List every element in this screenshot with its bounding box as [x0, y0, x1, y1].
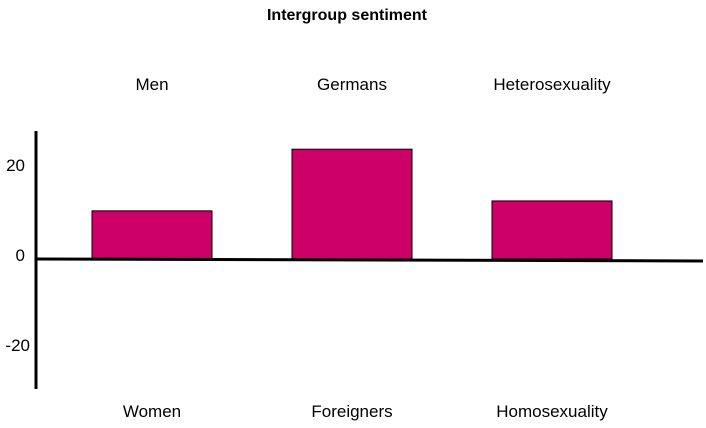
bar-0	[91, 210, 213, 260]
y-tick-label: 0	[16, 246, 25, 265]
bar-2	[491, 200, 613, 260]
top-category-labels: Men Germans Heterosexuality	[135, 75, 611, 94]
zero-baseline	[35, 257, 704, 263]
y-tick-label: -20	[5, 336, 30, 355]
y-tick-labels: 20 0 -20	[5, 156, 30, 355]
top-category-label: Men	[135, 75, 168, 94]
axes-group	[34, 131, 704, 389]
y-tick-label: 20	[6, 156, 25, 175]
top-category-label: Germans	[317, 75, 387, 94]
top-category-label: Heterosexuality	[493, 75, 611, 94]
bottom-category-label: Homosexuality	[496, 402, 608, 421]
bottom-category-labels: Women Foreigners Homosexuality	[123, 402, 608, 421]
bar-1	[291, 148, 413, 260]
chart-title: Intergroup sentiment	[267, 7, 428, 24]
bars-group	[91, 148, 613, 260]
bottom-category-label: Women	[123, 402, 181, 421]
bottom-category-label: Foreigners	[311, 402, 392, 421]
